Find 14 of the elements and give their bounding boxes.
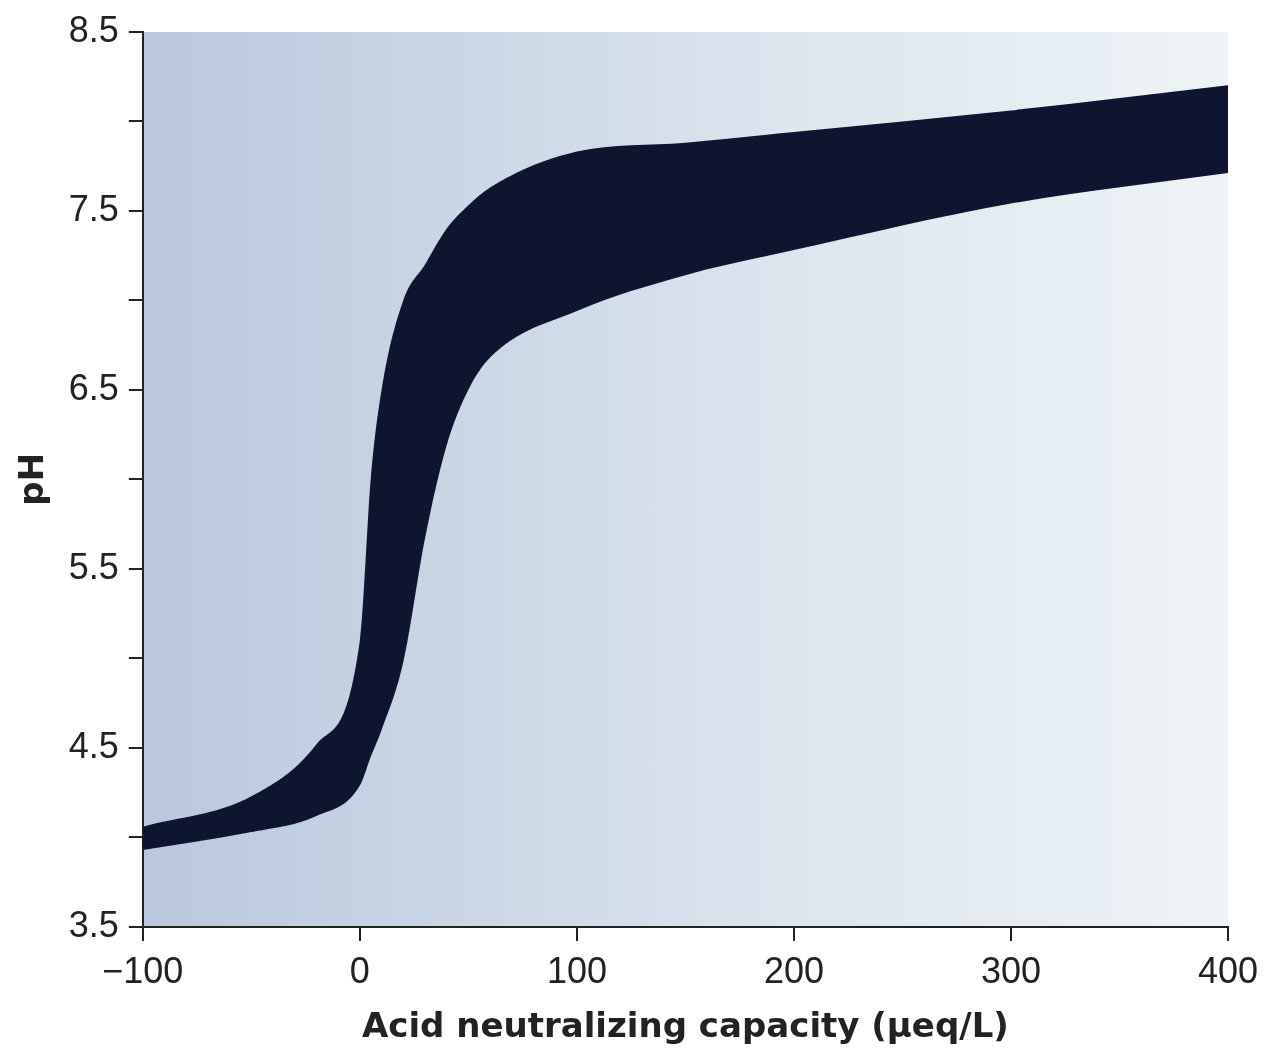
x-tick-label: 200 [763, 949, 824, 991]
y-axis-title: pH [11, 452, 52, 506]
y-tick-label: 8.5 [68, 8, 119, 50]
x-tick-label: 0 [349, 949, 370, 991]
y-tick-label: 6.5 [68, 366, 119, 408]
x-tick-label: −100 [102, 949, 184, 991]
y-tick-label: 4.5 [68, 724, 119, 766]
x-tick-label: 100 [546, 949, 607, 991]
x-axis-title: Acid neutralizing capacity (μeq/L) [361, 1005, 1009, 1046]
x-tick-label: 300 [980, 949, 1042, 991]
y-tick-label: 7.5 [68, 187, 119, 229]
y-tick-label: 3.5 [68, 903, 119, 945]
x-tick-label: 400 [1197, 949, 1259, 991]
y-tick-label: 5.5 [68, 545, 119, 587]
